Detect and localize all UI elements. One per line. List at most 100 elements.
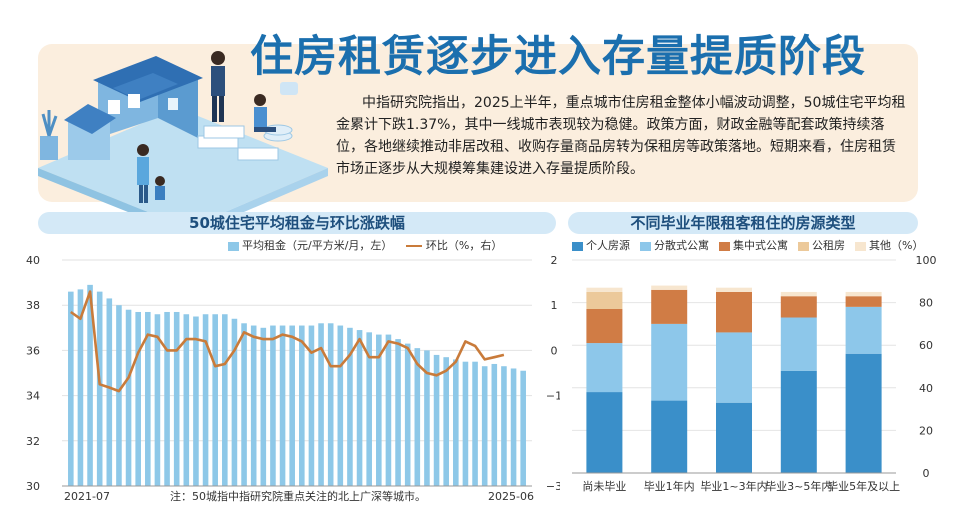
legend-swatch <box>798 241 809 251</box>
rent-bar <box>308 325 315 486</box>
mom-change-line <box>70 290 505 393</box>
stacked-segment <box>716 287 752 292</box>
y-axis-tick-label: 100 <box>916 254 937 267</box>
stacked-segment <box>651 323 688 401</box>
rent-bar <box>327 323 334 486</box>
rent-bar <box>145 311 151 486</box>
rent-bar <box>68 291 74 486</box>
rent-bar <box>356 330 363 486</box>
rent-bar <box>299 325 305 486</box>
legend-swatch <box>640 241 651 251</box>
legend-label: 分散式公寓 <box>654 239 709 252</box>
x-axis-end-label: 2025-06 <box>488 490 534 503</box>
stacked-segment <box>845 353 882 473</box>
rent-bar <box>443 357 449 486</box>
rent-bar <box>462 361 469 486</box>
rent-bar <box>347 327 353 486</box>
rent-bar <box>453 359 459 486</box>
rent-bar <box>193 316 199 486</box>
stacked-segment <box>651 289 688 324</box>
rent-bar <box>404 343 411 486</box>
left-axis-tick-label: 30 <box>26 480 40 493</box>
stacked-segment <box>586 308 623 344</box>
page-title: 住房租赁逐步进入存量提质阶段 <box>250 32 866 82</box>
stacked-segment <box>780 370 817 473</box>
legend-item: 其他（%） <box>855 239 923 252</box>
legend-item: 公租房 <box>798 239 845 252</box>
rent-bar <box>222 314 228 486</box>
left-axis-tick-label: 40 <box>26 254 40 267</box>
left-axis-tick-label: 32 <box>26 435 40 448</box>
rent-bar <box>270 325 276 486</box>
rent-bar <box>424 350 430 486</box>
rent-bar <box>395 339 401 486</box>
legend-label: 公租房 <box>812 239 845 252</box>
rent-bar <box>289 325 295 486</box>
rent-bar <box>173 311 180 486</box>
left-axis-tick-label: 34 <box>26 390 40 403</box>
rent-bar <box>241 323 247 486</box>
rent-bar <box>154 314 161 486</box>
y-axis-tick-label: 40 <box>919 382 933 395</box>
housing-type-stacked-chart: 0 20 40 60 80 100 尚未毕业 毕业1年内 毕业1~3年内毕业3~5年内毕业5年及… <box>572 254 937 493</box>
category-label: 毕业5年及以上 <box>827 479 900 493</box>
rent-bar <box>164 311 170 486</box>
rent-bar <box>279 325 286 486</box>
left-chart-legend: 平均租金（元/平方米/月，左） 环比（%，右） <box>228 237 512 253</box>
legend-item-mom: 环比（%，右） <box>405 239 502 252</box>
rent-bar <box>414 348 421 486</box>
legend-item: 分散式公寓 <box>640 239 709 252</box>
legend-swatch <box>572 241 583 251</box>
category-label: 毕业3~5年内 <box>765 479 832 493</box>
rent-bar <box>501 366 507 486</box>
legend-item-rent: 平均租金（元/平方米/月，左） <box>228 239 392 252</box>
stacked-segment <box>651 400 688 473</box>
rent-bar <box>433 354 440 486</box>
rent-bar-line-chart: 30 32 34 36 38 40 −3 −1 0 1 2 2021-07 2025-06 注：50城指中… <box>26 254 560 503</box>
y-axis-tick-label: 0 <box>923 467 930 480</box>
left-axis-tick-label: 36 <box>26 344 40 357</box>
left-axis-tick-label: 38 <box>26 299 40 312</box>
rent-bar <box>472 361 478 486</box>
person-icon <box>211 51 225 122</box>
rent-bar <box>212 314 218 486</box>
rent-bar <box>366 332 372 486</box>
rent-bar <box>337 325 344 486</box>
rent-bar <box>125 309 132 486</box>
legend-label: 个人房源 <box>586 239 630 252</box>
right-chart-heading: 不同毕业年限租客租住的房源类型 <box>568 212 918 234</box>
x-axis-start-label: 2021-07 <box>64 490 110 503</box>
stacked-segment <box>780 296 817 318</box>
rent-bar <box>260 327 267 486</box>
legend-swatch <box>855 241 866 251</box>
rent-bar <box>183 314 190 486</box>
stacked-segment <box>586 343 623 393</box>
rent-bar <box>106 298 113 486</box>
rent-bar <box>87 284 93 486</box>
rent-bar <box>77 289 84 486</box>
legend-label: 集中式公寓 <box>733 239 788 252</box>
category-label: 毕业1~3年内 <box>700 479 767 493</box>
rent-bar <box>116 305 122 486</box>
legend-swatch <box>719 241 730 251</box>
rent-bar <box>376 334 382 486</box>
rent-bar <box>96 291 103 486</box>
family-icon <box>137 144 165 203</box>
stacked-segment <box>845 291 882 297</box>
right-axis-tick-label: −3 <box>546 480 560 493</box>
stacked-segment <box>716 291 752 333</box>
stacked-segment <box>586 392 623 473</box>
rent-bar <box>202 314 209 486</box>
seated-person-icon <box>254 82 298 132</box>
left-chart-heading: 50城住宅平均租金与环比涨跌幅 <box>38 212 556 234</box>
rent-bar <box>318 323 324 486</box>
rent-bar <box>510 368 517 486</box>
stacked-segment <box>716 332 752 403</box>
stacked-segment <box>845 306 882 354</box>
plant-icon <box>40 110 58 160</box>
legend-item: 集中式公寓 <box>719 239 788 252</box>
rent-bar <box>491 363 498 486</box>
stacked-segment <box>780 317 817 371</box>
stacked-segment <box>586 287 623 292</box>
right-axis-tick-label: 0 <box>551 344 558 357</box>
